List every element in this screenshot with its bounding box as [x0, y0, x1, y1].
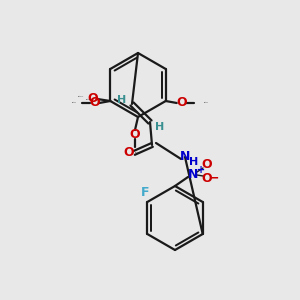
Text: H: H [117, 95, 127, 105]
Text: O: O [130, 128, 140, 142]
Text: methyl: methyl [204, 102, 208, 103]
Text: methyl: methyl [72, 102, 77, 103]
Text: +: + [197, 165, 205, 175]
Text: O: O [176, 97, 187, 110]
Text: methyl: methyl [135, 152, 140, 153]
Text: O: O [87, 92, 98, 106]
Text: N: N [180, 151, 190, 164]
Text: F: F [141, 187, 149, 200]
Text: O: O [202, 158, 212, 172]
Text: O: O [124, 146, 134, 158]
Text: methoxy: methoxy [86, 99, 92, 100]
Text: O: O [89, 97, 100, 110]
Text: methoxy: methoxy [78, 96, 85, 97]
Text: H: H [155, 122, 165, 132]
Text: −: − [209, 172, 219, 184]
Text: N: N [188, 167, 198, 181]
Text: H: H [189, 157, 199, 167]
Text: O: O [202, 172, 212, 184]
